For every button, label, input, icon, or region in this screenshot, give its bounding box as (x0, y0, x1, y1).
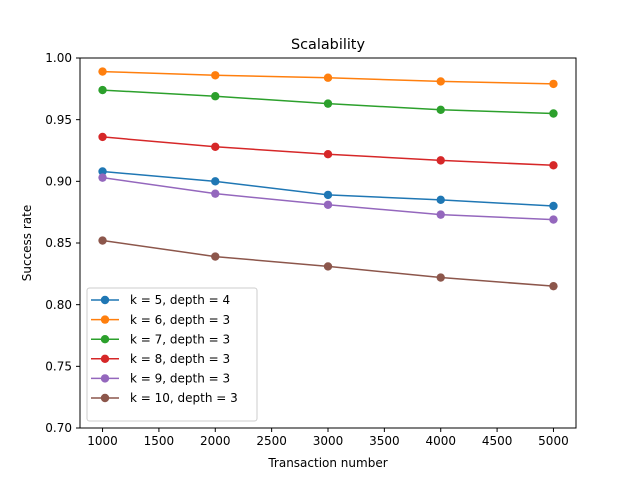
legend-item: k = 10, depth = 3 (91, 391, 238, 405)
legend-swatch-marker (100, 315, 110, 324)
x-tick-label: 1500 (144, 434, 175, 448)
legend-swatch-marker (100, 354, 110, 363)
y-tick-label: 0.95 (45, 113, 72, 127)
y-tick-label: 0.85 (45, 236, 72, 250)
legend-label: k = 6, depth = 3 (130, 313, 230, 327)
data-point (436, 273, 445, 282)
x-tick-label: 3500 (369, 434, 400, 448)
data-point (323, 150, 333, 159)
data-point (211, 177, 220, 186)
data-point (211, 92, 220, 101)
legend-label: k = 5, depth = 4 (130, 293, 230, 307)
legend-swatch-marker (100, 393, 110, 403)
series-3 (98, 85, 558, 118)
data-point (549, 109, 558, 118)
data-point (549, 79, 558, 89)
legend-item: k = 6, depth = 3 (91, 313, 230, 327)
legend-label: k = 9, depth = 3 (130, 372, 230, 386)
legend-swatch-marker (100, 374, 110, 383)
legend-box (86, 287, 258, 422)
legend-item: k = 5, depth = 4 (91, 293, 230, 307)
x-tick-label: 3000 (313, 434, 344, 448)
series-5 (98, 173, 558, 224)
series-2 (98, 67, 558, 89)
data-point (436, 105, 445, 115)
x-tick-label: 2500 (256, 434, 287, 448)
x-tick-label: 4000 (425, 434, 456, 448)
x-tick-label: 1000 (87, 434, 118, 448)
y-tick-label: 0.90 (45, 175, 72, 189)
legend-swatch-marker (100, 295, 110, 305)
data-point (549, 201, 558, 211)
data-point (323, 262, 333, 271)
legend-label: k = 8, depth = 3 (130, 352, 230, 366)
data-point (323, 99, 333, 108)
series-4 (98, 132, 558, 170)
legend-label: k = 7, depth = 3 (130, 332, 230, 346)
data-point (549, 215, 558, 224)
y-tick-label: 0.80 (45, 298, 72, 312)
data-point (549, 281, 558, 291)
data-point (98, 173, 107, 182)
legend-item: k = 7, depth = 3 (91, 332, 230, 346)
legend-item: k = 8, depth = 3 (91, 352, 230, 366)
data-point (211, 189, 220, 198)
chart-title: Scalability (291, 37, 365, 53)
y-tick-label: 0.70 (45, 421, 72, 435)
y-tick-label: 0.75 (45, 360, 72, 374)
data-point (549, 161, 558, 170)
data-point (98, 67, 107, 76)
legend-label: k = 10, depth = 3 (130, 391, 238, 405)
data-point (211, 252, 220, 261)
data-point (323, 73, 333, 82)
data-point (436, 77, 445, 86)
data-point (323, 200, 333, 209)
legend-item: k = 9, depth = 3 (91, 372, 230, 386)
x-tick-label: 2000 (200, 434, 231, 448)
y-tick-label: 1.00 (45, 51, 72, 65)
data-point (436, 195, 445, 205)
data-point (98, 236, 107, 245)
legend: k = 5, depth = 4 k = 6, depth = 3 k = 7, d… (86, 287, 258, 422)
y-axis: 0.70 0.75 0.80 0.85 0.90 0.95 1.00 (45, 51, 80, 435)
x-axis: 1000 1500 2000 2500 3000 3500 4000 4500 5000 (87, 428, 569, 448)
series-6 (98, 236, 558, 291)
data-point (98, 167, 107, 176)
data-point (436, 156, 445, 165)
data-point (211, 142, 220, 151)
series-1 (98, 167, 558, 211)
data-point (436, 210, 445, 219)
data-point (98, 132, 107, 142)
data-point (323, 190, 333, 200)
x-axis-label: Transaction number (267, 456, 387, 470)
data-point (211, 71, 220, 80)
x-tick-label: 4500 (482, 434, 513, 448)
data-point (98, 85, 107, 95)
legend-swatch-marker (100, 335, 110, 344)
y-axis-label: Success rate (20, 205, 34, 282)
x-tick-label: 5000 (538, 434, 569, 448)
